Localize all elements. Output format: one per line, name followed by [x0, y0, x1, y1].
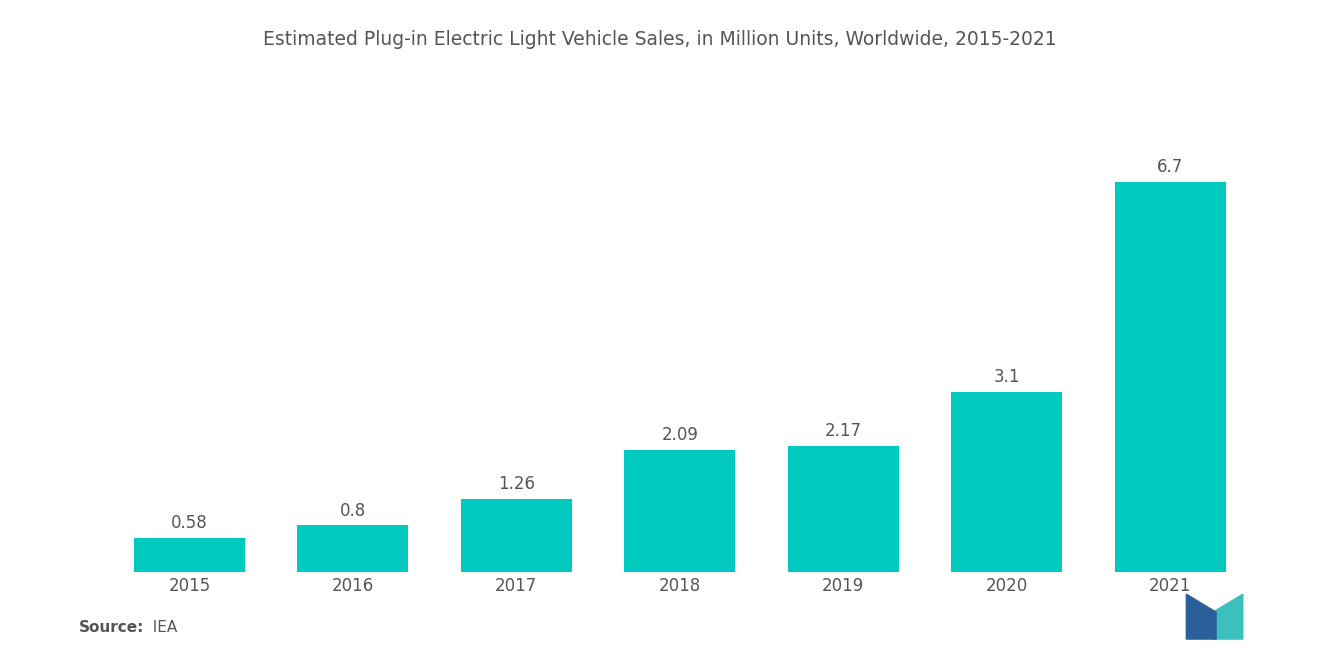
Text: Source:: Source:: [79, 620, 145, 635]
Bar: [1114, 182, 1226, 572]
Polygon shape: [1187, 595, 1216, 639]
Text: 3.1: 3.1: [994, 368, 1020, 386]
Text: Estimated Plug-in Electric Light Vehicle Sales, in Million Units, Worldwide, 201: Estimated Plug-in Electric Light Vehicle…: [263, 30, 1057, 49]
Bar: [624, 450, 735, 572]
Text: 1.26: 1.26: [498, 475, 535, 493]
Text: IEA: IEA: [143, 620, 177, 635]
Bar: [952, 392, 1063, 572]
Bar: [461, 499, 572, 572]
Bar: [788, 446, 899, 572]
Text: 2.09: 2.09: [661, 426, 698, 444]
Text: 0.8: 0.8: [339, 501, 366, 519]
Text: 0.58: 0.58: [172, 514, 207, 532]
Bar: [133, 538, 246, 572]
Text: 2.17: 2.17: [825, 422, 862, 440]
Bar: [297, 525, 408, 572]
Polygon shape: [1213, 595, 1243, 639]
Text: 6.7: 6.7: [1158, 158, 1183, 176]
